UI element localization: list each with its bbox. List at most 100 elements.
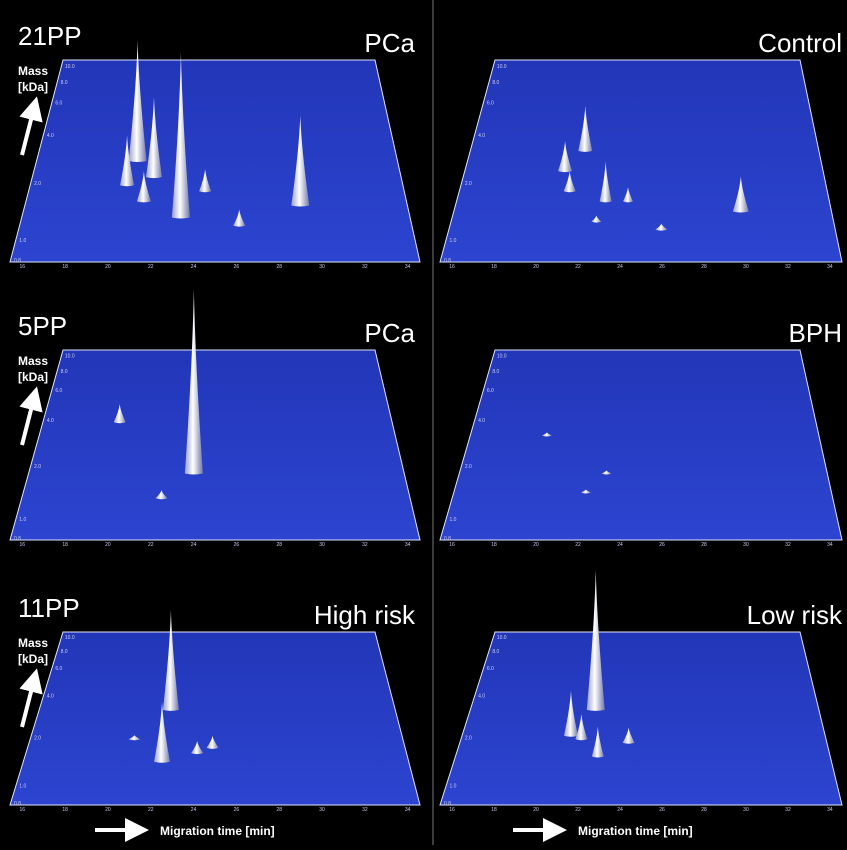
mass-label: Mass <box>18 64 48 78</box>
mass-label: Mass <box>18 354 48 368</box>
y-tick-label: 1.0 <box>19 238 26 244</box>
x-tick-label: 30 <box>743 264 749 270</box>
y-tick-label: 4.0 <box>47 418 54 424</box>
x-tick-label: 32 <box>362 264 368 270</box>
x-tick-label: 32 <box>785 807 791 813</box>
y-tick-label: 2.0 <box>465 464 472 470</box>
condition-label: BPH <box>789 318 842 348</box>
group-label: 11PP <box>18 593 80 623</box>
plane <box>440 60 842 262</box>
mass-unit: [kDa] <box>18 80 48 94</box>
x-tick-label: 24 <box>191 807 197 813</box>
x-tick-label: 30 <box>319 542 325 548</box>
y-tick-label: 0.8 <box>14 258 21 264</box>
x-tick-label: 34 <box>827 264 833 270</box>
x-tick-label: 34 <box>827 542 833 548</box>
x-tick-label: 16 <box>20 807 26 813</box>
y-tick-label: 2.0 <box>465 735 472 741</box>
x-tick-label: 20 <box>105 264 111 270</box>
x-tick-label: 30 <box>319 807 325 813</box>
plane <box>440 632 842 805</box>
x-tick-label: 34 <box>827 807 833 813</box>
x-tick-label: 18 <box>62 807 68 813</box>
y-tick-label: 1.0 <box>19 784 26 790</box>
y-tick-label: 10.0 <box>497 354 507 360</box>
group-label: 5PP <box>18 311 67 341</box>
y-tick-label: 2.0 <box>465 181 472 187</box>
figure: 21PPMass[kDa]PCa161820222426283032340.81… <box>0 0 847 845</box>
x-tick-label: 30 <box>319 264 325 270</box>
y-tick-label: 1.0 <box>450 784 457 790</box>
x-tick-label: 30 <box>743 807 749 813</box>
y-tick-label: 10.0 <box>65 354 75 360</box>
x-tick-label: 18 <box>62 264 68 270</box>
x-tick-label: 28 <box>701 807 707 813</box>
x-tick-label: 22 <box>575 542 581 548</box>
x-tick-label: 26 <box>659 542 665 548</box>
y-tick-label: 6.0 <box>487 100 494 106</box>
x-tick-label: 22 <box>148 807 154 813</box>
x-tick-label: 28 <box>701 542 707 548</box>
y-tick-label: 2.0 <box>34 735 41 741</box>
y-tick-label: 4.0 <box>47 694 54 700</box>
y-tick-label: 6.0 <box>55 100 62 106</box>
x-tick-label: 22 <box>575 807 581 813</box>
y-tick-label: 8.0 <box>492 80 499 86</box>
mass-arrow <box>22 108 34 155</box>
x-tick-label: 26 <box>234 807 240 813</box>
x-tick-label: 20 <box>533 542 539 548</box>
y-tick-label: 6.0 <box>55 666 62 672</box>
x-tick-label: 32 <box>785 542 791 548</box>
x-tick-label: 34 <box>405 264 411 270</box>
time-label: Migration time [min] <box>160 824 275 838</box>
plane <box>10 632 420 805</box>
y-tick-label: 1.0 <box>450 238 457 244</box>
x-tick-label: 26 <box>234 264 240 270</box>
x-tick-label: 34 <box>405 807 411 813</box>
plane <box>440 350 842 540</box>
y-tick-label: 0.8 <box>444 536 451 542</box>
y-tick-label: 8.0 <box>61 649 68 655</box>
condition-label: Low risk <box>747 600 843 630</box>
y-tick-label: 0.8 <box>14 536 21 542</box>
mass-unit: [kDa] <box>18 370 48 384</box>
x-tick-label: 18 <box>491 542 497 548</box>
mass-label: Mass <box>18 636 48 650</box>
mass-arrow <box>22 398 34 445</box>
condition-label: High risk <box>314 600 416 630</box>
x-tick-label: 32 <box>362 807 368 813</box>
y-tick-label: 0.8 <box>444 258 451 264</box>
y-tick-label: 4.0 <box>478 694 485 700</box>
x-tick-label: 24 <box>617 542 623 548</box>
y-tick-label: 1.0 <box>450 517 457 523</box>
y-tick-label: 4.0 <box>478 133 485 139</box>
y-tick-label: 0.8 <box>14 801 21 807</box>
condition-label: PCa <box>364 318 415 348</box>
y-tick-label: 8.0 <box>61 369 68 375</box>
y-tick-label: 8.0 <box>492 649 499 655</box>
x-tick-label: 28 <box>276 264 282 270</box>
x-tick-label: 16 <box>20 542 26 548</box>
x-tick-label: 20 <box>105 542 111 548</box>
x-tick-label: 30 <box>743 542 749 548</box>
x-tick-label: 22 <box>148 542 154 548</box>
plane <box>10 350 420 540</box>
x-tick-label: 24 <box>191 542 197 548</box>
x-tick-label: 34 <box>405 542 411 548</box>
page: {"rows":[ {"group":"21PP","panels":[{"co… <box>0 0 847 845</box>
y-tick-label: 4.0 <box>478 418 485 424</box>
x-tick-label: 26 <box>659 264 665 270</box>
x-tick-label: 18 <box>491 264 497 270</box>
x-tick-label: 26 <box>659 807 665 813</box>
y-tick-label: 8.0 <box>492 369 499 375</box>
condition-label: Control <box>758 28 842 58</box>
x-tick-label: 22 <box>148 264 154 270</box>
x-tick-label: 28 <box>276 807 282 813</box>
x-tick-label: 24 <box>191 264 197 270</box>
x-tick-label: 32 <box>785 264 791 270</box>
x-tick-label: 20 <box>105 807 111 813</box>
x-tick-label: 18 <box>62 542 68 548</box>
x-tick-label: 18 <box>491 807 497 813</box>
plane <box>10 60 420 262</box>
group-label: 21PP <box>18 21 82 51</box>
